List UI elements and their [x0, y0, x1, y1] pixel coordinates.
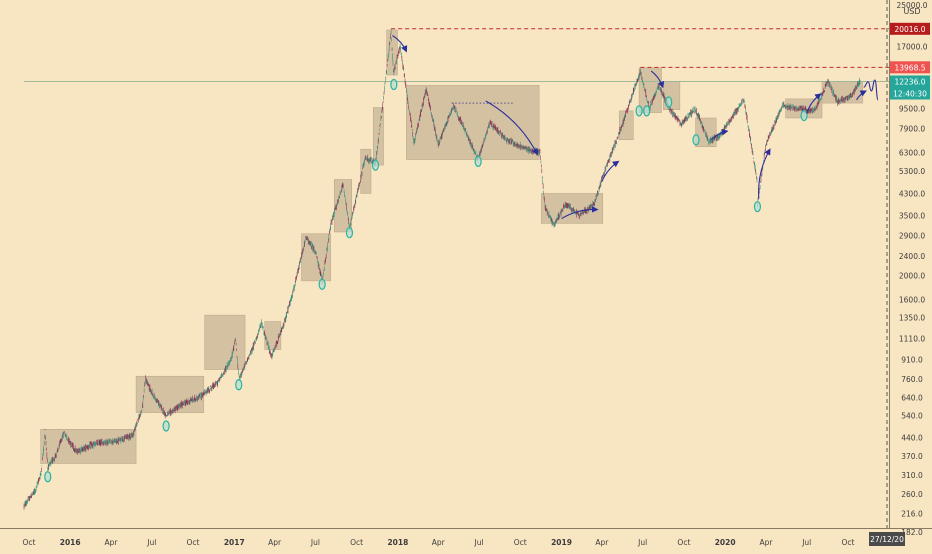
price-label-box	[890, 22, 930, 35]
x-tick-label: Oct	[187, 538, 200, 547]
highlight-marker	[345, 227, 354, 239]
trend-arrow	[392, 35, 408, 53]
highlight-marker	[162, 420, 170, 432]
range-box	[333, 179, 352, 233]
price-label-box	[890, 75, 930, 88]
trend-arrow	[806, 93, 822, 114]
y-tick-label: 17000.0	[896, 42, 927, 51]
highlight-marker	[643, 105, 651, 117]
price-labels: 20016.0 13968.5 12236.0 12:40:30 27/12/20	[869, 22, 930, 546]
date-label-box	[869, 532, 905, 546]
x-tick-label: Apr	[432, 538, 446, 547]
candles	[23, 28, 861, 510]
highlight-marker	[753, 201, 762, 213]
axes: USD	[0, 0, 932, 529]
y-tick-label: 25000.0	[896, 1, 927, 10]
highlight-marker	[692, 134, 700, 146]
x-tick-label: 2020	[715, 538, 736, 547]
y-tick-label: 2900.0	[899, 232, 925, 241]
trend-arrow	[856, 90, 867, 101]
price-label-text: 12236.0	[894, 77, 925, 86]
y-tick-label: 1350.0	[899, 313, 925, 322]
range-box	[663, 81, 681, 110]
range-box	[386, 29, 398, 76]
y-tick-label: 910.0	[901, 356, 923, 365]
x-tick-label: Oct	[677, 538, 690, 547]
price-label-text: 13968.5	[894, 63, 925, 72]
range-box	[204, 314, 246, 370]
price-label-box	[890, 61, 930, 74]
highlight-marker	[390, 78, 398, 91]
trend-arrow	[485, 100, 538, 156]
x-tick-label: 2019	[551, 538, 572, 547]
x-tick-label: Oct	[514, 538, 527, 547]
range-box	[360, 148, 372, 194]
trend-arrows	[392, 35, 879, 220]
y-tick-label: 182.0	[901, 528, 923, 537]
highlight-marker	[371, 159, 380, 171]
highlight-markers	[44, 78, 808, 483]
projection-path	[863, 79, 879, 101]
x-tick-label: 2017	[224, 538, 245, 547]
highlight-marker	[474, 155, 482, 168]
y-tick-label: 310.0	[901, 471, 923, 480]
countdown-label: 12:40:30	[893, 89, 927, 98]
y-tick-label: 540.0	[901, 412, 923, 421]
highlight-marker	[635, 105, 643, 117]
highlight-marker	[800, 109, 808, 122]
y-tick-label: 440.0	[901, 433, 923, 442]
x-tick-label: Jul	[474, 538, 484, 547]
x-tick-label: Oct	[842, 538, 855, 547]
trend-arrow	[601, 160, 620, 182]
y-unit-label: USD	[903, 7, 920, 16]
countdown-box	[890, 87, 930, 100]
range-box	[372, 107, 384, 166]
x-tick-label: Jul	[310, 538, 320, 547]
x-tick-label: Oct	[22, 538, 35, 547]
y-tick-label: 1600.0	[899, 295, 925, 304]
x-tick-label: Jul	[637, 538, 647, 547]
x-tick-label: Apr	[268, 538, 282, 547]
highlight-marker	[235, 379, 243, 391]
trend-arrow	[650, 70, 665, 89]
y-tick-label: 2400.0	[899, 252, 925, 261]
y-tick-label: 1110.0	[899, 334, 925, 343]
y-tick-label: 5300.0	[899, 167, 925, 176]
x-tick-label: Apr	[595, 538, 609, 547]
x-tick-label: Apr	[759, 538, 773, 547]
y-tick-label: 260.0	[901, 490, 923, 499]
highlight-marker	[318, 278, 326, 290]
price-label-text: 20016.0	[894, 25, 925, 34]
y-tick-label: 6300.0	[899, 149, 925, 158]
x-tick-label: Apr	[104, 538, 118, 547]
trend-arrow	[758, 148, 771, 199]
highlight-marker	[44, 471, 52, 483]
y-tick-label: 2000.0	[899, 271, 925, 280]
date-label: 27/12/20	[870, 535, 904, 544]
y-tick-label: 7900.0	[899, 124, 925, 133]
y-tick-label: 640.0	[901, 393, 923, 402]
horizontal-lines	[24, 0, 889, 528]
y-tick-label: 4300.0	[899, 189, 925, 198]
range-box	[619, 110, 634, 141]
x-tick-label: 2016	[60, 538, 81, 547]
y-tick-label: 370.0	[901, 452, 923, 461]
y-tick-label: 9500.0	[899, 105, 925, 114]
highlight-marker	[665, 96, 673, 108]
y-tick-label: 216.0	[901, 510, 923, 519]
x-tick-label: Jul	[146, 538, 156, 547]
trend-arrow	[710, 128, 729, 141]
x-tick-labels: Oct 2016 Apr Jul Oct 2017 Apr Jul Oct 2018 Apr Jul O…	[22, 538, 854, 547]
y-tick-label: 3500.0	[899, 211, 925, 220]
x-tick-label: Oct	[350, 538, 363, 547]
x-tick-label: 2018	[387, 538, 408, 547]
x-tick-label: Jul	[801, 538, 811, 547]
y-tick-label: 760.0	[901, 375, 923, 384]
trend-arrow	[561, 205, 599, 220]
